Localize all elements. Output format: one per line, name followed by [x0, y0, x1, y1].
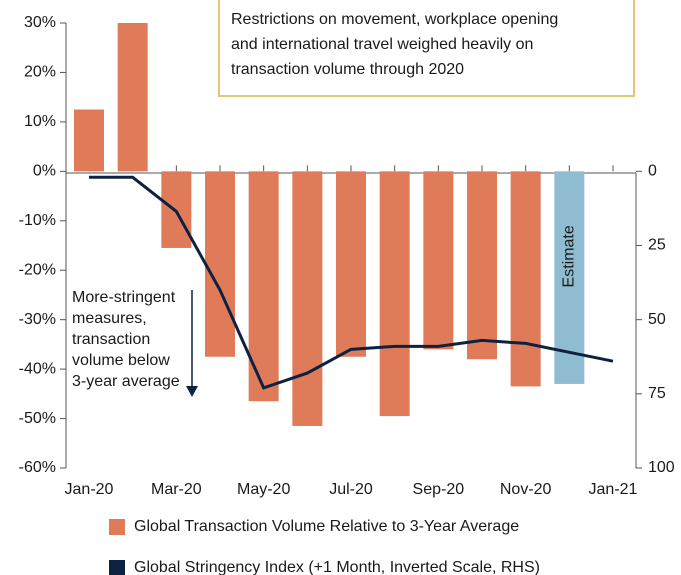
y-tick-label: 0% — [33, 163, 56, 180]
y-tick-label: 20% — [24, 64, 56, 81]
bar — [336, 171, 366, 357]
x-tick-label: May-20 — [237, 481, 290, 498]
bar — [554, 171, 585, 384]
bar — [510, 171, 541, 387]
note-text: Restrictions on movement, workplace open… — [231, 11, 558, 28]
legend-swatch — [109, 519, 125, 535]
bar — [467, 171, 497, 360]
y-tick-label: -40% — [19, 360, 56, 377]
bar — [117, 23, 148, 172]
note-box — [218, 0, 635, 97]
y-tick-label: -20% — [19, 261, 56, 278]
y2-tick-label: 75 — [648, 385, 666, 402]
arrow-note-text: More-stringent — [72, 289, 176, 306]
bar — [423, 171, 454, 350]
arrow-note-text: volume below — [72, 352, 170, 369]
bar — [205, 171, 235, 357]
arrow-head — [186, 386, 198, 397]
y2-tick-label: 100 — [648, 459, 675, 476]
y2-tick-label: 25 — [648, 237, 666, 254]
y-tick-label: -50% — [19, 410, 56, 427]
x-tick-label: Mar-20 — [151, 481, 202, 498]
y-tick-label: 10% — [24, 113, 56, 130]
bar — [292, 171, 323, 426]
x-tick-label: Jan-20 — [65, 481, 114, 498]
bar — [379, 171, 410, 417]
y2-tick-label: 0 — [648, 163, 657, 180]
bar — [74, 109, 104, 172]
note-text: transaction volume through 2020 — [231, 61, 464, 78]
y-tick-label: -60% — [19, 459, 56, 476]
legend-label: Global Stringency Index (+1 Month, Inver… — [134, 559, 540, 575]
line — [89, 175, 614, 390]
x-tick-label: Jan-21 — [589, 481, 638, 498]
y-tick-label: -10% — [19, 212, 56, 229]
estimate-label: Estimate — [561, 225, 578, 287]
y-tick-label: 30% — [24, 14, 56, 31]
x-tick-label: Jul-20 — [329, 481, 373, 498]
legend-label: Global Transaction Volume Relative to 3-… — [134, 518, 519, 535]
arrow-note-text: measures, — [72, 310, 147, 327]
x-tick-label: Sep-20 — [413, 481, 465, 498]
y2-tick-label: 50 — [648, 311, 666, 328]
legend-swatch — [109, 560, 125, 575]
x-tick-label: Nov-20 — [500, 481, 552, 498]
arrow-note-text: transaction — [72, 331, 150, 348]
arrow-note-text: 3-year average — [72, 373, 180, 390]
note-text: and international travel weighed heavily… — [231, 36, 533, 53]
y-tick-label: -30% — [19, 311, 56, 328]
